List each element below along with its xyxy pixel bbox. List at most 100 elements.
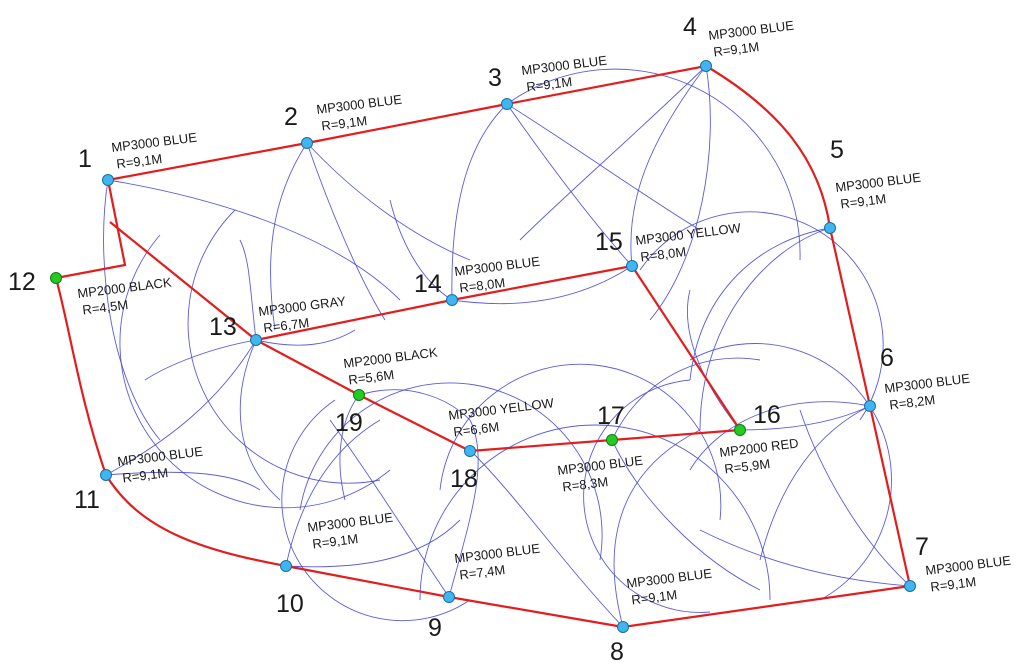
pipe-network xyxy=(54,64,912,629)
sprinkler-radius: R=9,1M xyxy=(713,39,760,59)
coverage-arc xyxy=(699,227,831,431)
sprinkler-number-3: 3 xyxy=(488,64,502,92)
sprinkler-head-7[interactable] xyxy=(904,580,916,592)
coverage-arc xyxy=(799,409,911,587)
pipe-perimeter-left xyxy=(54,277,108,476)
sprinkler-numbers: 1 2 3 4 5 6 7 8 9 10 11 12 13 14 15 16 1… xyxy=(8,13,929,664)
coverage-arc xyxy=(103,179,161,441)
sprinkler-label-5: MP3000 BLUE R=9,1M xyxy=(835,170,923,212)
coverage-arc xyxy=(306,142,386,321)
sprinkler-head-16[interactable] xyxy=(734,424,746,436)
sprinkler-number-18: 18 xyxy=(450,465,478,493)
coverage-arc xyxy=(339,394,360,501)
coverage-arc xyxy=(285,419,381,567)
pipe-perimeter-top xyxy=(107,64,707,182)
sprinkler-head-15[interactable] xyxy=(626,260,638,272)
sprinkler-number-19: 19 xyxy=(335,409,363,437)
coverage-arc xyxy=(583,379,711,613)
coverage-arc xyxy=(739,405,871,431)
coverage-arcs xyxy=(103,65,911,628)
sprinkler-radius: R=9,1M xyxy=(526,74,573,94)
sprinkler-label-10: MP3000 BLUE R=9,1M xyxy=(307,510,395,552)
sprinkler-head-8[interactable] xyxy=(617,621,629,633)
sprinkler-radius: R=9,1M xyxy=(122,465,169,485)
coverage-arc xyxy=(469,449,624,628)
sprinkler-number-10: 10 xyxy=(276,590,304,618)
coverage-arc xyxy=(689,343,892,601)
coverage-arc xyxy=(105,339,257,476)
sprinkler-head-2[interactable] xyxy=(301,137,313,149)
sprinkler-head-1[interactable] xyxy=(102,174,114,186)
sprinkler-radius: R=6,6M xyxy=(453,419,500,439)
sprinkler-head-17[interactable] xyxy=(606,434,618,446)
coverage-arc xyxy=(358,389,471,421)
sprinkler-number-14: 14 xyxy=(414,270,442,298)
pipe-12-to-13 xyxy=(109,221,257,341)
sprinkler-number-15: 15 xyxy=(595,228,623,256)
sprinkler-head-19[interactable] xyxy=(353,389,365,401)
coverage-arc xyxy=(506,103,701,231)
sprinkler-head-9[interactable] xyxy=(443,591,455,603)
sprinkler-head-10[interactable] xyxy=(280,560,292,572)
sprinkler-radius: R=8,3M xyxy=(562,474,609,494)
pipe-12-to-1 xyxy=(55,179,127,280)
coverage-arc xyxy=(630,65,707,267)
coverage-arc xyxy=(329,419,450,598)
sprinkler-number-12: 12 xyxy=(8,268,36,296)
coverage-arc xyxy=(506,103,633,267)
sprinkler-label-3: MP3000 BLUE R=9,1M xyxy=(521,53,609,95)
sprinkler-label-16: MP2000 RED R=5,9M xyxy=(719,435,800,476)
sprinkler-label-8: MP3000 BLUE R=9,1M xyxy=(626,566,714,608)
sprinkler-radius: R=7,4M xyxy=(459,562,506,582)
coverage-arc xyxy=(270,142,308,331)
sprinkler-label-7: MP3000 BLUE R=9,1M xyxy=(925,553,1013,595)
sprinkler-head-12[interactable] xyxy=(50,272,62,284)
sprinkler-head-13[interactable] xyxy=(250,334,262,346)
sprinkler-radius: R=9,1M xyxy=(631,587,678,607)
sprinkler-head-18[interactable] xyxy=(464,445,476,457)
sprinkler-number-4: 4 xyxy=(683,13,697,41)
coverage-arc xyxy=(187,209,381,484)
sprinkler-head-11[interactable] xyxy=(100,469,112,481)
coverage-arc xyxy=(389,199,453,301)
sprinkler-head-3[interactable] xyxy=(501,98,513,110)
sprinkler-heads xyxy=(50,60,916,633)
sprinkler-model: MP3000 YELLOW xyxy=(635,220,743,248)
coverage-arc xyxy=(119,234,391,509)
sprinkler-radius: R=8,0M xyxy=(640,244,687,264)
coverage-arc xyxy=(759,405,871,561)
coverage-arc xyxy=(439,363,722,521)
coverage-arc xyxy=(451,103,508,301)
pipe-16-17-18 xyxy=(469,428,741,453)
sprinkler-model: MP3000 YELLOW xyxy=(448,395,556,423)
sprinkler-radius: R=8,0M xyxy=(459,275,506,295)
sprinkler-head-4[interactable] xyxy=(700,60,712,72)
sprinkler-head-14[interactable] xyxy=(446,294,458,306)
sprinkler-head-5[interactable] xyxy=(824,222,836,234)
sprinkler-number-11: 11 xyxy=(74,486,100,514)
coverage-arc xyxy=(687,289,741,431)
sprinkler-label-12: MP2000 BLACK R=4,5M xyxy=(77,275,173,318)
sprinkler-radius: R=5,9M xyxy=(724,456,771,476)
sprinkler-number-7: 7 xyxy=(915,533,929,561)
sprinkler-head-6[interactable] xyxy=(864,400,876,412)
coverage-arc xyxy=(285,519,461,568)
sprinkler-radius: R=9,1M xyxy=(840,191,887,211)
coverage-arc xyxy=(689,227,831,381)
sprinkler-number-2: 2 xyxy=(284,103,298,131)
sprinkler-number-1: 1 xyxy=(78,145,92,173)
sprinkler-label-14: MP3000 BLUE R=8,0M xyxy=(454,254,542,296)
sprinkler-number-16: 16 xyxy=(753,401,781,429)
sprinkler-number-9: 9 xyxy=(428,614,442,642)
coverage-arc xyxy=(448,419,479,598)
coverage-arc xyxy=(419,424,771,601)
sprinkler-radius: R=9,1M xyxy=(312,531,359,551)
sprinkler-radius: R=9,1M xyxy=(116,151,163,171)
sprinkler-label-17: MP3000 BLUE R=8,3M xyxy=(557,453,645,495)
sprinkler-number-6: 6 xyxy=(880,344,894,372)
sprinkler-radius: R=8,2M xyxy=(889,392,936,412)
coverage-arc xyxy=(144,339,257,381)
sprinkler-radius: R=9,1M xyxy=(930,574,977,594)
coverage-arc xyxy=(611,357,761,441)
